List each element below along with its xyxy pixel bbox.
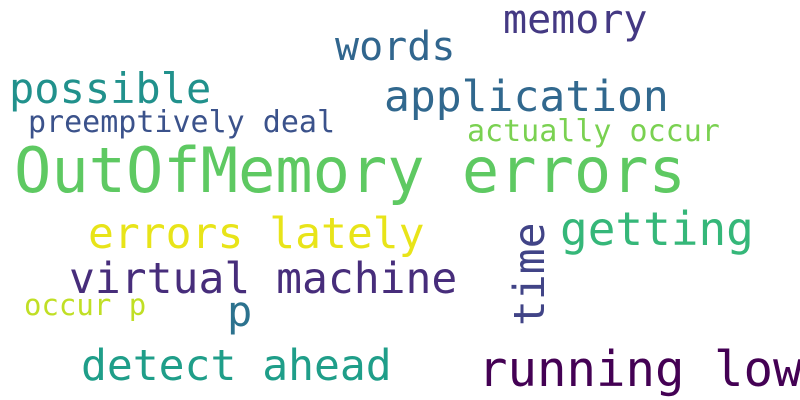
word-occur-p: occur p: [24, 288, 147, 322]
word-preemptively-deal: preemptively deal: [28, 105, 336, 140]
word-outofmemory-errors: OutOfMemory errors: [14, 134, 686, 207]
word-actually-occur: actually occur: [467, 114, 720, 149]
word-virtual-machine: virtual machine: [69, 254, 458, 304]
word-application: application: [384, 72, 669, 122]
word-words: words: [335, 24, 456, 70]
word-running-low: running low: [478, 341, 800, 398]
word-time: time: [505, 222, 555, 326]
word-errors-lately: errors lately: [88, 209, 425, 259]
word-getting: getting: [560, 202, 754, 256]
word-possible: possible: [9, 64, 212, 113]
word-detect-ahead: detect ahead: [81, 341, 392, 391]
word-p: p: [227, 287, 253, 336]
word-memory: memory: [503, 0, 648, 43]
